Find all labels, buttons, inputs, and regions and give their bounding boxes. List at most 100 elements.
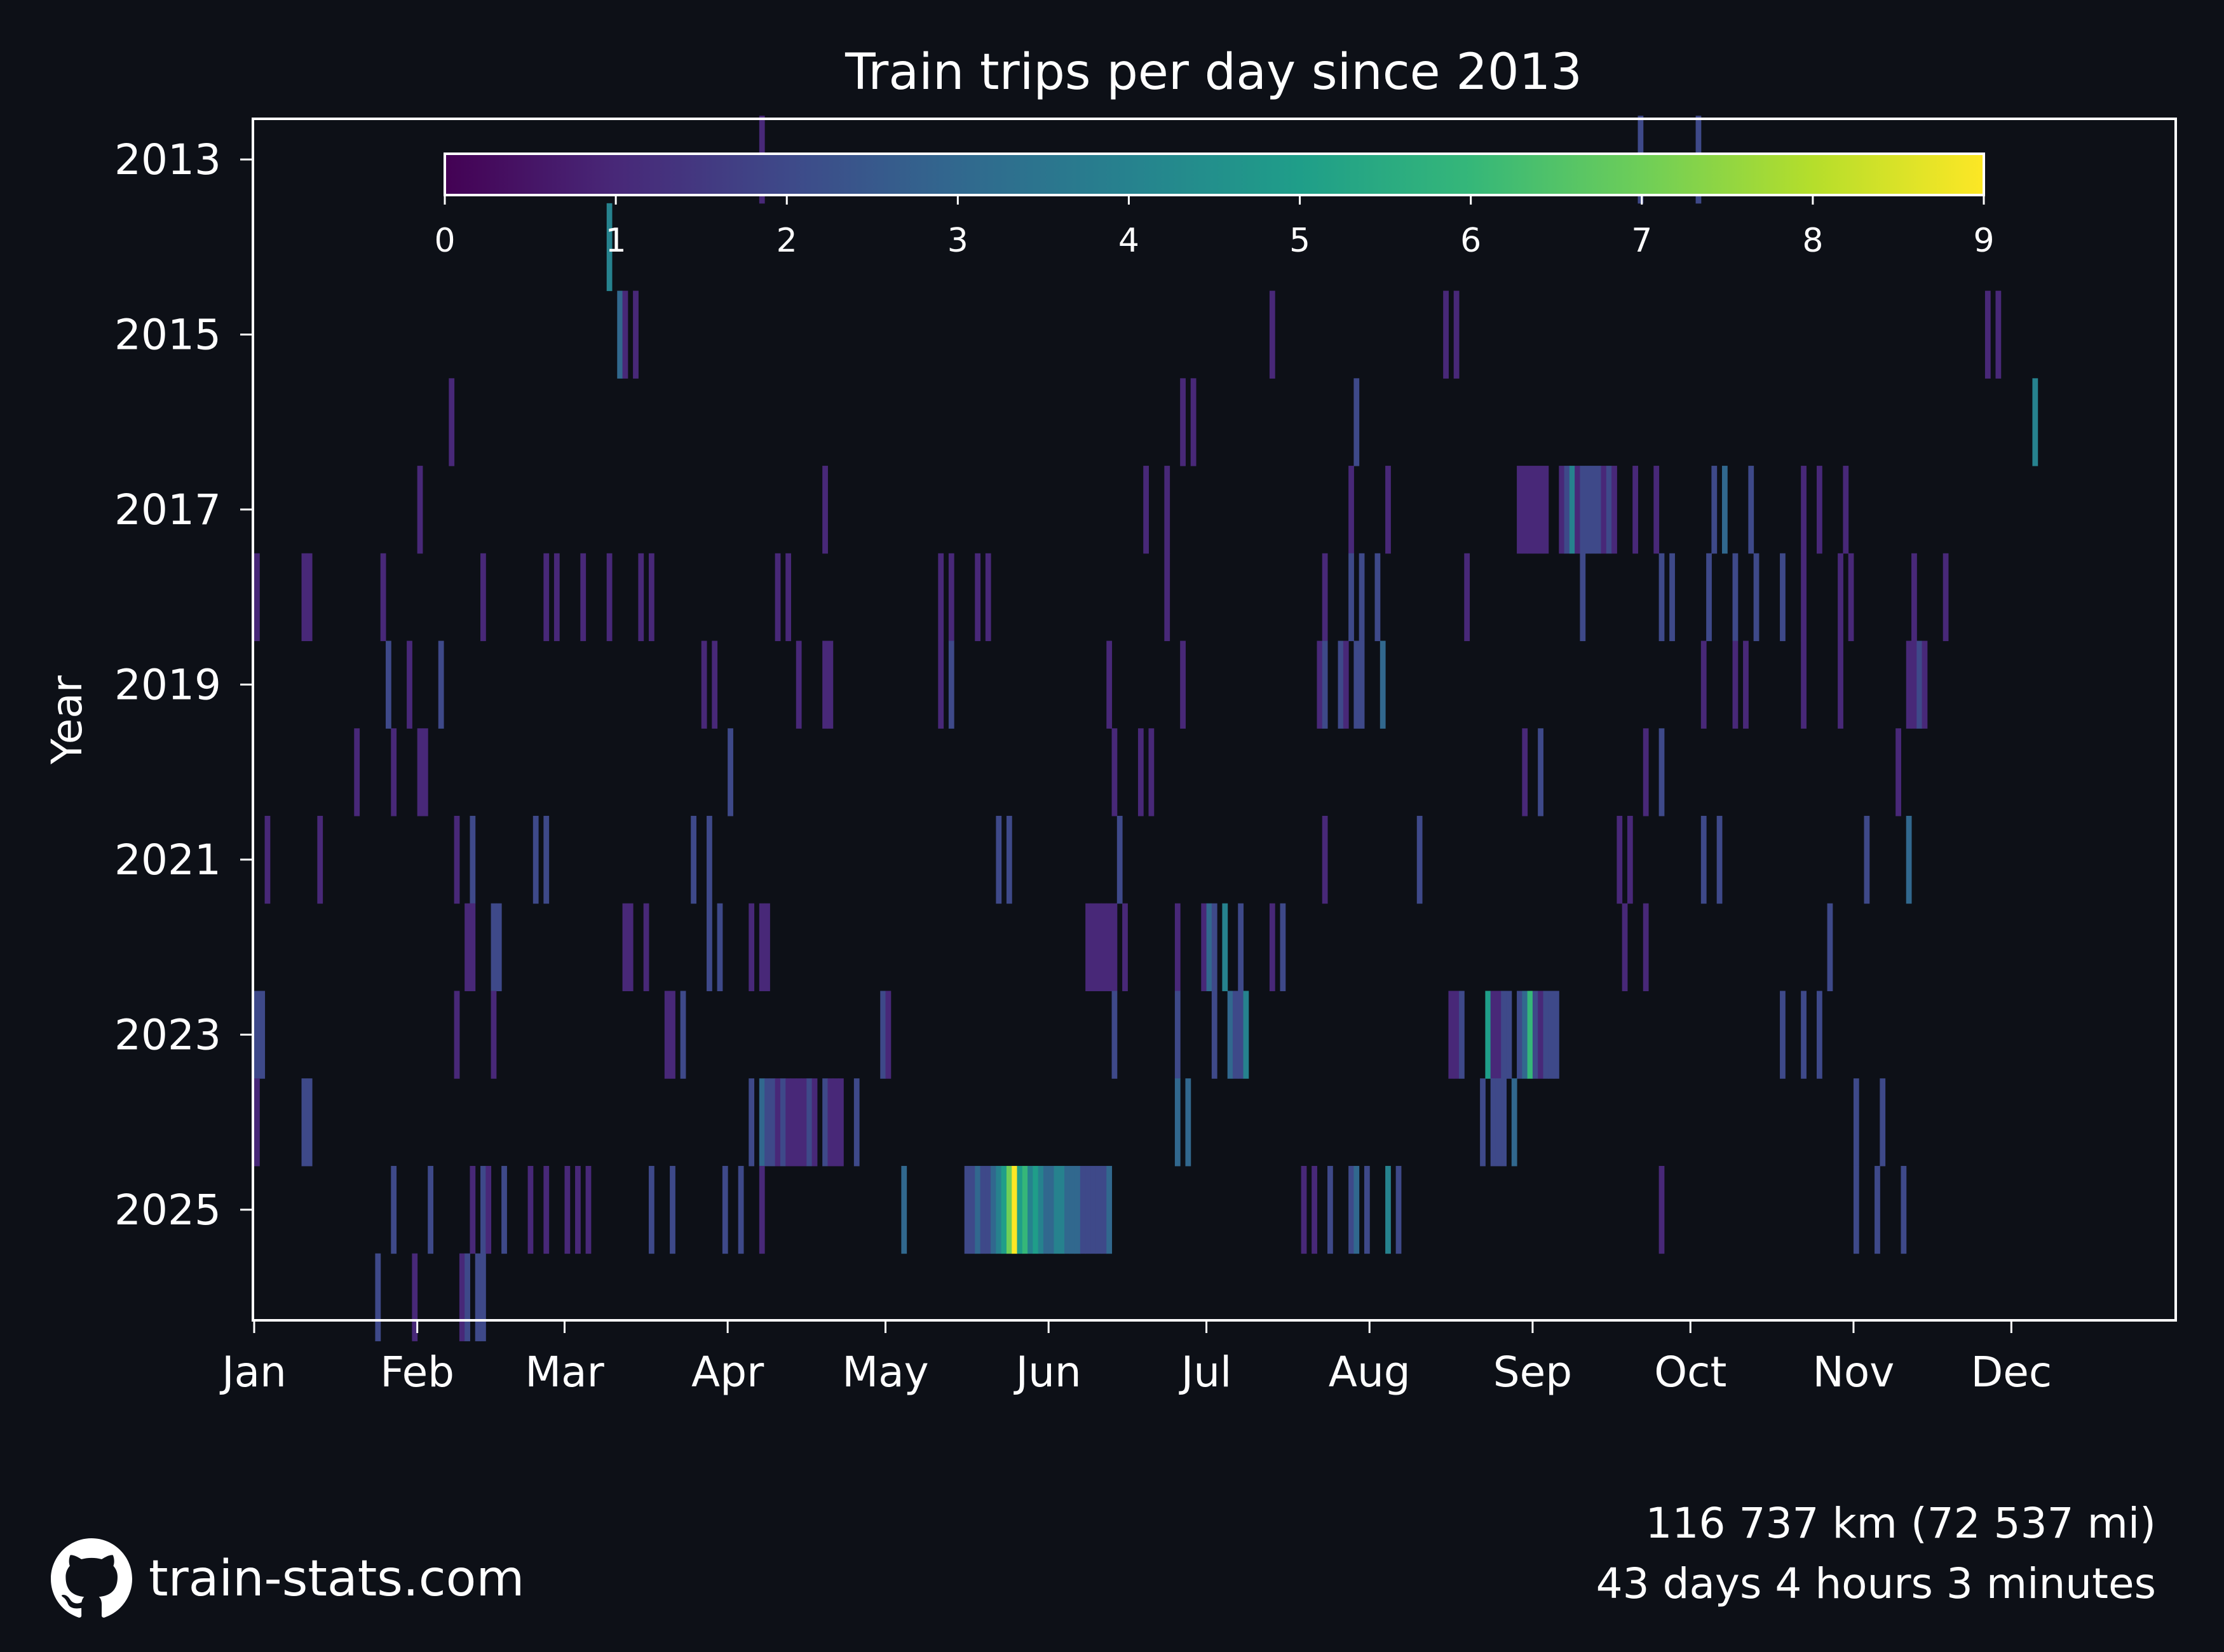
heatmap-cell [1485, 991, 1491, 1079]
heatmap-cell [1001, 1165, 1007, 1254]
heatmap-cell [1464, 553, 1470, 642]
heatmap-cell [785, 553, 791, 642]
heatmap-cell [1801, 466, 1807, 554]
heatmap-cell [764, 1078, 770, 1167]
heatmap-cell [1984, 290, 1991, 379]
heatmap-cell [1064, 1165, 1070, 1254]
colorbar-tick-label: 8 [1802, 222, 1823, 260]
heatmap-cell [1111, 903, 1118, 991]
heatmap-cell [254, 991, 260, 1079]
heatmap-cell [1732, 640, 1739, 729]
heatmap-cell [1174, 1078, 1181, 1167]
heatmap-cell [964, 1165, 970, 1254]
heatmap-cell [1943, 553, 1949, 642]
heatmap-cell [1700, 816, 1707, 904]
heatmap-cell [1606, 466, 1612, 554]
heatmap-cell [827, 1078, 834, 1167]
heatmap-cell [1658, 553, 1665, 642]
heatmap-cell [1211, 903, 1217, 991]
colorbar-tick-label: 1 [606, 222, 627, 260]
heatmap-cell [264, 816, 271, 904]
heatmap-cell [1611, 466, 1617, 554]
heatmap-cell [1511, 1078, 1517, 1167]
heatmap-cell [970, 1165, 975, 1254]
heatmap-cell [1148, 728, 1155, 816]
heatmap-cell [454, 816, 460, 904]
heatmap-cell [728, 728, 733, 816]
heatmap-cell [543, 553, 550, 642]
heatmap-cell [464, 903, 470, 991]
heatmap-cell [670, 1165, 675, 1254]
heatmap-cell [1353, 640, 1360, 729]
heatmap-cell [1106, 1165, 1113, 1254]
heatmap-cell [707, 903, 712, 991]
heatmap-cell [480, 1165, 486, 1254]
heatmap-cell [1211, 991, 1217, 1079]
heatmap-cell [796, 1078, 802, 1167]
heatmap-cell [822, 1078, 828, 1167]
heatmap-cell [975, 1165, 981, 1254]
heatmap-cell [1453, 290, 1460, 379]
heatmap-cell [1569, 466, 1575, 554]
heatmap-cell [622, 903, 628, 991]
heatmap-cell [980, 1165, 986, 1254]
heatmap-cell [1048, 1165, 1054, 1254]
heatmap-cell [1301, 1165, 1307, 1254]
heatmap-cell [1075, 1165, 1081, 1254]
heatmap-cell [1185, 1078, 1191, 1167]
heatmap-cell [1596, 466, 1602, 554]
heatmap-cell [1490, 1078, 1496, 1167]
heatmap-cell [1658, 728, 1665, 816]
colorbar: 0 1 2 3 4 5 6 7 8 9 [434, 152, 1995, 260]
heatmap-cell [496, 903, 502, 991]
heatmap-cell [1743, 640, 1749, 729]
brand[interactable]: train-stats.com [51, 1538, 525, 1618]
x-tick-label: Mar [525, 1348, 604, 1397]
heatmap-cell [648, 553, 654, 642]
heatmap-cell [838, 1078, 844, 1167]
heatmap-cell [1643, 728, 1649, 816]
y-axis-label: Year [43, 675, 92, 765]
heatmap-cell [1174, 991, 1181, 1079]
heatmap-cell [1585, 466, 1591, 554]
heatmap-cell [1817, 466, 1822, 554]
heatmap-cell [385, 640, 391, 729]
colorbar-tick-label: 5 [1289, 222, 1310, 260]
github-icon [51, 1538, 132, 1618]
colorbar-gradient [444, 152, 1985, 196]
y-tick-label: 2017 [114, 485, 221, 534]
heatmap-cell [1716, 816, 1723, 904]
heatmap-cell [1848, 553, 1854, 642]
heatmap-cell [749, 1078, 755, 1167]
y-axis: 2013 2015 2017 2019 2021 2023 2025 [114, 135, 253, 1235]
heatmap-cell [1312, 1165, 1317, 1254]
heatmap-cell [1522, 728, 1528, 816]
heatmap-cell [1317, 640, 1323, 729]
heatmap-cell [543, 816, 550, 904]
heatmap-cell [1501, 991, 1507, 1079]
heatmap-cell [801, 1078, 807, 1167]
heatmap-cell [1669, 553, 1675, 642]
heatmap-cell [707, 816, 712, 904]
heatmap-cell [417, 466, 423, 554]
x-tick-label: Aug [1329, 1348, 1411, 1397]
heatmap-cell [1206, 903, 1212, 991]
brand-name[interactable]: train-stats.com [149, 1550, 525, 1608]
heatmap-cell [938, 553, 944, 642]
heatmap-cell [1243, 991, 1249, 1079]
heatmap-cell [1232, 991, 1238, 1079]
heatmap-cell [1801, 991, 1807, 1079]
heatmap-cell [764, 903, 770, 991]
heatmap-cell [1227, 991, 1233, 1079]
heatmap-cell [1458, 991, 1465, 1079]
heatmap-cell [1348, 1165, 1354, 1254]
heatmap-cell [1538, 991, 1543, 1079]
heatmap-cell [664, 991, 670, 1079]
x-axis: Jan Feb Mar Apr May Jun Jul Aug Sep Oct Nov Dec [219, 1320, 2052, 1397]
heatmap-cell [1580, 553, 1586, 642]
heatmap-cell [1364, 1165, 1370, 1254]
heatmap-cell [643, 903, 649, 991]
heatmap-cell [1780, 991, 1786, 1079]
heatmap-cell [948, 640, 954, 729]
